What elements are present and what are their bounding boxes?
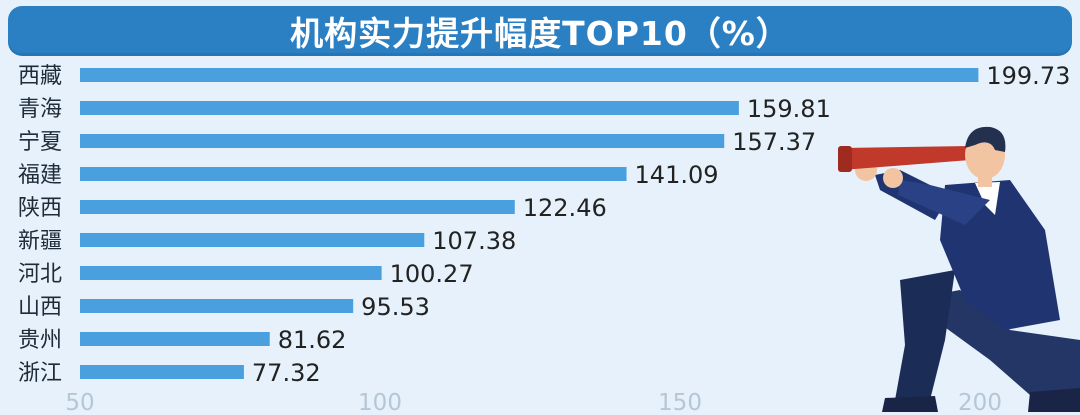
category-label: 陕西 [18, 196, 62, 221]
category-label: 山西 [18, 295, 62, 320]
category-label: 宁夏 [18, 130, 62, 155]
value-label: 100.27 [390, 260, 474, 288]
x-tick-label: 100 [358, 390, 402, 415]
shoe-back [1028, 388, 1080, 412]
x-tick-label: 50 [65, 390, 94, 415]
bar [80, 68, 979, 82]
right-arm [898, 180, 990, 225]
bar [80, 167, 627, 181]
bar [80, 134, 725, 148]
bar [80, 365, 244, 379]
value-label: 122.46 [523, 194, 607, 222]
neck [978, 175, 992, 187]
bar [80, 233, 425, 247]
category-label: 青海 [18, 97, 62, 122]
bar [80, 101, 739, 115]
bar [80, 200, 515, 214]
x-tick-label: 200 [958, 390, 1002, 415]
front-leg [895, 270, 955, 400]
category-label: 河北 [18, 262, 62, 287]
value-label: 77.32 [252, 359, 321, 387]
businessman-telescope-illustration [838, 126, 1080, 412]
value-label: 95.53 [361, 293, 430, 321]
category-label: 贵州 [18, 328, 62, 353]
x-axis: 50 100 150 200 [65, 390, 1002, 415]
category-label: 西藏 [18, 64, 62, 89]
shoe-front [882, 396, 938, 412]
bar [80, 332, 270, 346]
category-label: 新疆 [18, 229, 62, 254]
value-label: 157.37 [732, 128, 816, 156]
trousers [905, 290, 1080, 395]
value-label: 199.73 [986, 62, 1070, 90]
bar-series: 西藏 199.73 青海 159.81 宁夏 157.37 福建 141.09 陕西 122.46… [18, 62, 1070, 387]
telescope [842, 146, 970, 170]
chart-title: 机构实力提升幅度TOP10（%） [290, 14, 790, 53]
shirt-collar [975, 182, 1000, 215]
value-label: 159.81 [747, 95, 831, 123]
category-label: 福建 [18, 163, 62, 188]
x-tick-label: 150 [658, 390, 702, 415]
value-label: 81.62 [278, 326, 347, 354]
hand-2 [883, 168, 903, 188]
category-label: 浙江 [18, 361, 62, 386]
value-label: 141.09 [635, 161, 719, 189]
chart-title-bar: 机构实力提升幅度TOP10（%） [8, 6, 1072, 56]
bar [80, 266, 382, 280]
value-label: 107.38 [432, 227, 516, 255]
bar [80, 299, 354, 313]
hair [965, 126, 1006, 152]
telescope-lens [838, 146, 852, 172]
